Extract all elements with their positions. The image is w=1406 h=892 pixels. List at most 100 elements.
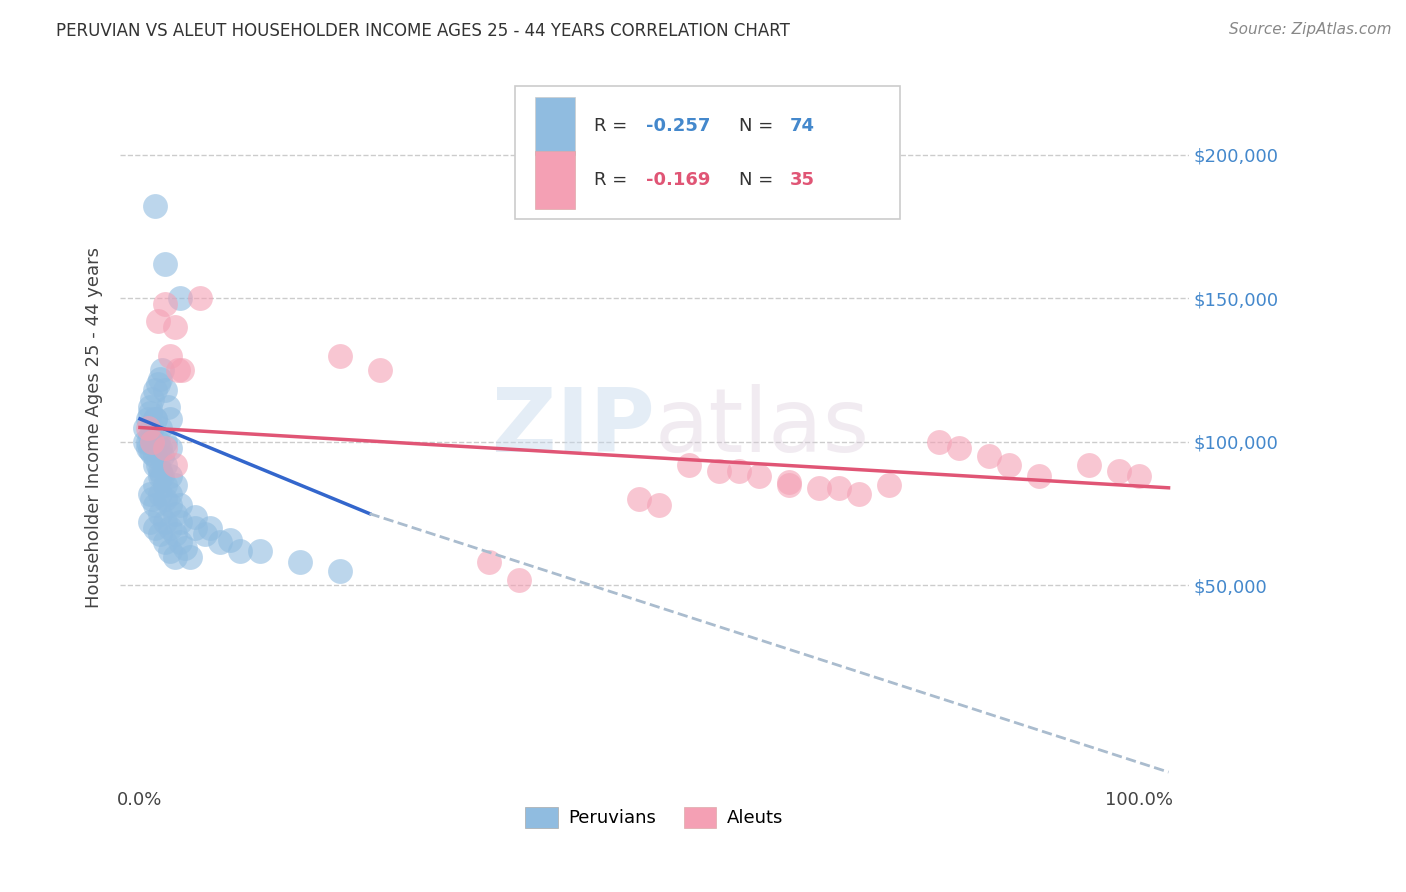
Point [153, 441, 176, 455]
Point [143, 478, 166, 492]
Point [728, 464, 751, 478]
Point [143, 521, 166, 535]
Point [156, 401, 179, 415]
Point [159, 412, 181, 426]
Point [159, 498, 181, 512]
Point [198, 521, 221, 535]
Point [163, 549, 186, 564]
Point [169, 516, 191, 530]
Point [163, 458, 186, 472]
Text: PERUVIAN VS ALEUT HOUSEHOLDER INCOME AGES 25 - 44 YEARS CORRELATION CHART: PERUVIAN VS ALEUT HOUSEHOLDER INCOME AGE… [56, 22, 790, 40]
Point [169, 535, 191, 549]
Point [153, 492, 176, 507]
Point [169, 498, 191, 512]
Point [678, 458, 700, 472]
Text: R =: R = [595, 117, 634, 135]
Point [143, 383, 166, 397]
Point [707, 464, 730, 478]
Point [149, 526, 172, 541]
Text: 35: 35 [790, 170, 815, 189]
Point [159, 521, 181, 535]
Point [977, 449, 1000, 463]
Point [141, 392, 163, 406]
Point [143, 458, 166, 472]
Point [141, 446, 163, 460]
Point [648, 498, 671, 512]
Point [1028, 469, 1050, 483]
Point [143, 199, 166, 213]
Point [163, 320, 186, 334]
Point [153, 535, 176, 549]
Point [808, 481, 831, 495]
Point [508, 573, 530, 587]
FancyBboxPatch shape [534, 151, 575, 209]
Point [288, 556, 311, 570]
Point [136, 434, 159, 449]
Point [141, 492, 163, 507]
Point [159, 441, 181, 455]
Text: N =: N = [738, 117, 779, 135]
Point [143, 449, 166, 463]
Point [179, 549, 201, 564]
Point [1108, 464, 1130, 478]
Point [146, 458, 169, 472]
Point [188, 291, 211, 305]
Point [139, 429, 162, 443]
Point [153, 458, 176, 472]
Point [877, 478, 900, 492]
Point [149, 420, 172, 434]
Point [146, 377, 169, 392]
Point [153, 478, 176, 492]
Point [928, 434, 950, 449]
Point [329, 349, 352, 363]
Point [170, 363, 193, 377]
Point [748, 469, 770, 483]
Text: R =: R = [595, 170, 634, 189]
Point [149, 486, 172, 500]
Point [184, 521, 207, 535]
Point [136, 420, 159, 434]
Point [149, 372, 172, 386]
FancyBboxPatch shape [516, 87, 900, 219]
Point [141, 434, 163, 449]
Point [169, 291, 191, 305]
Point [143, 412, 166, 426]
Point [368, 363, 391, 377]
Point [149, 441, 172, 455]
Point [141, 420, 163, 434]
Point [1128, 469, 1150, 483]
Point [139, 401, 162, 415]
Point [153, 434, 176, 449]
Point [146, 314, 169, 328]
Text: ZIP: ZIP [492, 384, 654, 471]
Point [167, 363, 190, 377]
Y-axis label: Householder Income Ages 25 - 44 years: Householder Income Ages 25 - 44 years [86, 247, 103, 608]
Point [149, 507, 172, 521]
Point [948, 441, 970, 455]
Point [828, 481, 851, 495]
Point [136, 412, 159, 426]
Point [159, 544, 181, 558]
Point [146, 434, 169, 449]
Point [150, 449, 173, 463]
Point [194, 526, 217, 541]
Point [163, 478, 186, 492]
Point [134, 420, 156, 434]
Point [163, 526, 186, 541]
Point [628, 492, 651, 507]
Text: N =: N = [738, 170, 779, 189]
Point [143, 412, 166, 426]
Point [136, 441, 159, 455]
Point [153, 257, 176, 271]
Point [249, 544, 271, 558]
Point [159, 349, 181, 363]
Point [139, 516, 162, 530]
Point [134, 434, 156, 449]
Point [778, 478, 800, 492]
Point [150, 469, 173, 483]
Point [153, 516, 176, 530]
Text: Source: ZipAtlas.com: Source: ZipAtlas.com [1229, 22, 1392, 37]
Point [159, 486, 181, 500]
Point [159, 469, 181, 483]
Point [778, 475, 800, 489]
